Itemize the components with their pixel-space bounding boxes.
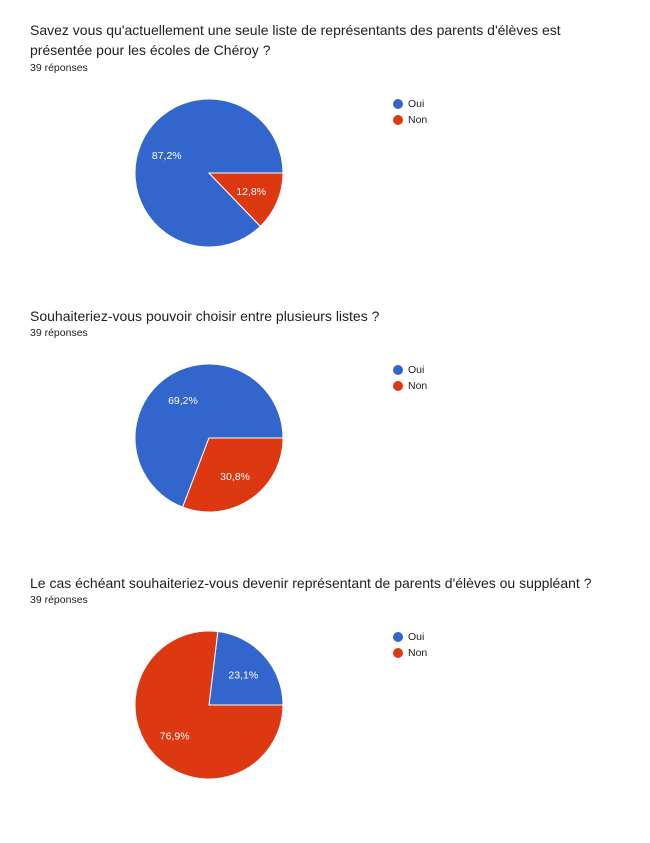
legend-label: Oui — [408, 631, 425, 643]
slice-label-non: 12,8% — [236, 186, 266, 198]
response-count: 39 réponses — [30, 327, 88, 339]
slice-label-non: 76,9% — [160, 730, 190, 742]
legend-label: Non — [408, 647, 428, 659]
question-title: Le cas échéant souhaiteriez-vous devenir… — [30, 575, 592, 591]
legend-item-oui[interactable]: Oui — [393, 362, 427, 378]
legend-label: Oui — [408, 364, 425, 376]
slice-label-non: 30,8% — [220, 471, 250, 483]
slice-label-oui: 23,1% — [228, 670, 258, 682]
question-card-2: Souhaiteriez-vous pouvoir choisir entre … — [0, 306, 650, 576]
legend-label: Non — [408, 114, 428, 126]
question-title: Souhaiteriez-vous pouvoir choisir entre … — [30, 308, 380, 324]
pie-slice-non[interactable] — [134, 630, 284, 780]
pie-slice-non[interactable] — [207, 172, 284, 228]
response-count: 39 réponses — [30, 62, 88, 74]
response-count: 39 réponses — [30, 594, 88, 606]
question-card-3: Le cas échéant souhaiteriez-vous devenir… — [0, 573, 650, 843]
legend-item-oui[interactable]: Oui — [393, 96, 427, 112]
chart-legend: Oui Non — [393, 96, 427, 128]
pie-slice-oui[interactable] — [134, 363, 284, 508]
legend-item-non[interactable]: Non — [393, 645, 427, 661]
legend-label: Non — [408, 380, 428, 392]
question-title: Savez vous qu'actuellement une seule lis… — [30, 22, 561, 58]
legend-swatch-oui — [393, 632, 403, 642]
pie-chart: 23,1% 76,9% — [134, 630, 284, 780]
legend-swatch-non — [393, 648, 403, 658]
legend-item-non[interactable]: Non — [393, 112, 427, 128]
chart-legend: Oui Non — [393, 629, 427, 661]
legend-item-non[interactable]: Non — [393, 378, 427, 394]
pie-chart: 87,2% 12,8% — [134, 98, 284, 248]
legend-swatch-oui — [393, 365, 403, 375]
pie-slice-oui[interactable] — [208, 630, 284, 706]
legend-swatch-oui — [393, 99, 403, 109]
pie-slice-non[interactable] — [181, 437, 284, 513]
chart-legend: Oui Non — [393, 362, 427, 394]
legend-swatch-non — [393, 115, 403, 125]
legend-label: Oui — [408, 98, 425, 110]
slice-label-oui: 87,2% — [152, 150, 182, 162]
legend-swatch-non — [393, 381, 403, 391]
pie-chart: 69,2% 30,8% — [134, 363, 284, 513]
question-card-1: Savez vous qu'actuellement une seule lis… — [0, 20, 650, 290]
slice-label-oui: 69,2% — [168, 395, 198, 407]
legend-item-oui[interactable]: Oui — [393, 629, 427, 645]
